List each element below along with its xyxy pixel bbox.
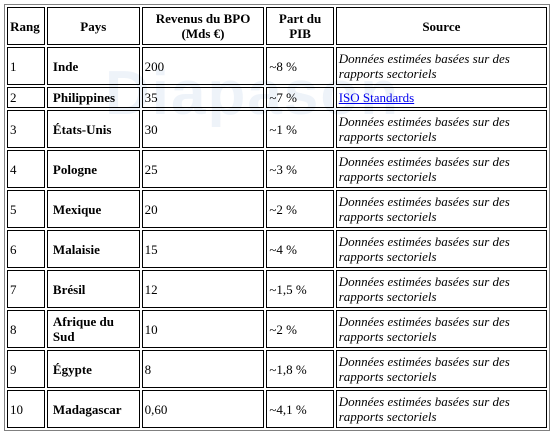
cell-source: Données estimées basées sur des rapports… bbox=[335, 190, 547, 228]
cell-source: Données estimées basées sur des rapports… bbox=[335, 270, 547, 308]
cell-country: Malaisie bbox=[46, 230, 140, 268]
cell-revenue: 30 bbox=[141, 110, 265, 148]
cell-rank: 4 bbox=[7, 150, 45, 188]
cell-country: Brésil bbox=[46, 270, 140, 308]
cell-country: Égypte bbox=[46, 350, 140, 388]
cell-country: Madagascar bbox=[46, 390, 140, 428]
bpo-table-container: Rang Pays Revenus du BPO (Mds €) Part du… bbox=[4, 4, 550, 431]
cell-revenue: 8 bbox=[141, 350, 265, 388]
table-row: 9 Égypte 8 ~1,8 % Données estimées basées su… bbox=[7, 350, 547, 388]
cell-rank: 1 bbox=[7, 47, 45, 85]
cell-country: Afrique du Sud bbox=[46, 310, 140, 348]
cell-gdp-share: ~2 % bbox=[266, 310, 334, 348]
cell-gdp-share: ~2 % bbox=[266, 190, 334, 228]
cell-rank: 10 bbox=[7, 390, 45, 428]
cell-gdp-share: ~1 % bbox=[266, 110, 334, 148]
cell-source: Données estimées basées sur des rapports… bbox=[335, 150, 547, 188]
cell-rank: 7 bbox=[7, 270, 45, 308]
cell-gdp-share: ~7 % bbox=[266, 87, 334, 108]
header-row: Rang Pays Revenus du BPO (Mds €) Part du… bbox=[7, 7, 547, 45]
cell-source: Données estimées basées sur des rapports… bbox=[335, 390, 547, 428]
cell-revenue: 12 bbox=[141, 270, 265, 308]
header-gdp-share: Part du PIB bbox=[266, 7, 334, 45]
cell-rank: 6 bbox=[7, 230, 45, 268]
cell-gdp-share: ~1,5 % bbox=[266, 270, 334, 308]
table-row: 7 Brésil 12 ~1,5 % Données estimées basées s… bbox=[7, 270, 547, 308]
cell-revenue: 20 bbox=[141, 190, 265, 228]
cell-source: Données estimées basées sur des rapports… bbox=[335, 47, 547, 85]
cell-rank: 8 bbox=[7, 310, 45, 348]
cell-revenue: 15 bbox=[141, 230, 265, 268]
table-row: 4 Pologne 25 ~3 % Données estimées basées su… bbox=[7, 150, 547, 188]
header-rank: Rang bbox=[7, 7, 45, 45]
cell-gdp-share: ~4,1 % bbox=[266, 390, 334, 428]
cell-country: Pologne bbox=[46, 150, 140, 188]
cell-source: Données estimées basées sur des rapports… bbox=[335, 310, 547, 348]
table-row: 1 Inde 200 ~8 % Données estimées basées sur … bbox=[7, 47, 547, 85]
cell-gdp-share: ~8 % bbox=[266, 47, 334, 85]
header-country: Pays bbox=[46, 7, 140, 45]
table-row: 6 Malaisie 15 ~4 % Données estimées basées s… bbox=[7, 230, 547, 268]
cell-revenue: 35 bbox=[141, 87, 265, 108]
cell-revenue: 0,60 bbox=[141, 390, 265, 428]
source-link[interactable]: ISO Standards bbox=[338, 90, 415, 105]
cell-revenue: 25 bbox=[141, 150, 265, 188]
cell-rank: 2 bbox=[7, 87, 45, 108]
table-row: 8 Afrique du Sud 10 ~2 % Données estimées ba… bbox=[7, 310, 547, 348]
cell-gdp-share: ~4 % bbox=[266, 230, 334, 268]
cell-source: Données estimées basées sur des rapports… bbox=[335, 110, 547, 148]
table-row: 3 États-Unis 30 ~1 % Données estimées basées… bbox=[7, 110, 547, 148]
cell-source: Données estimées basées sur des rapports… bbox=[335, 350, 547, 388]
header-source: Source bbox=[335, 7, 547, 45]
header-revenue: Revenus du BPO (Mds €) bbox=[141, 7, 265, 45]
table-row: 10 Madagascar 0,60 ~4,1 % Données estimées b… bbox=[7, 390, 547, 428]
cell-country: Inde bbox=[46, 47, 140, 85]
cell-gdp-share: ~3 % bbox=[266, 150, 334, 188]
cell-rank: 5 bbox=[7, 190, 45, 228]
bpo-revenue-table: Rang Pays Revenus du BPO (Mds €) Part du… bbox=[4, 4, 550, 431]
table-row: 2 Philippines 35 ~7 % ISO Standards bbox=[7, 87, 547, 108]
cell-revenue: 10 bbox=[141, 310, 265, 348]
cell-rank: 9 bbox=[7, 350, 45, 388]
cell-source: Données estimées basées sur des rapports… bbox=[335, 230, 547, 268]
cell-source: ISO Standards bbox=[335, 87, 547, 108]
cell-country: États-Unis bbox=[46, 110, 140, 148]
cell-country: Mexique bbox=[46, 190, 140, 228]
cell-revenue: 200 bbox=[141, 47, 265, 85]
cell-country: Philippines bbox=[46, 87, 140, 108]
cell-gdp-share: ~1,8 % bbox=[266, 350, 334, 388]
table-row: 5 Mexique 20 ~2 % Données estimées basées su… bbox=[7, 190, 547, 228]
cell-rank: 3 bbox=[7, 110, 45, 148]
